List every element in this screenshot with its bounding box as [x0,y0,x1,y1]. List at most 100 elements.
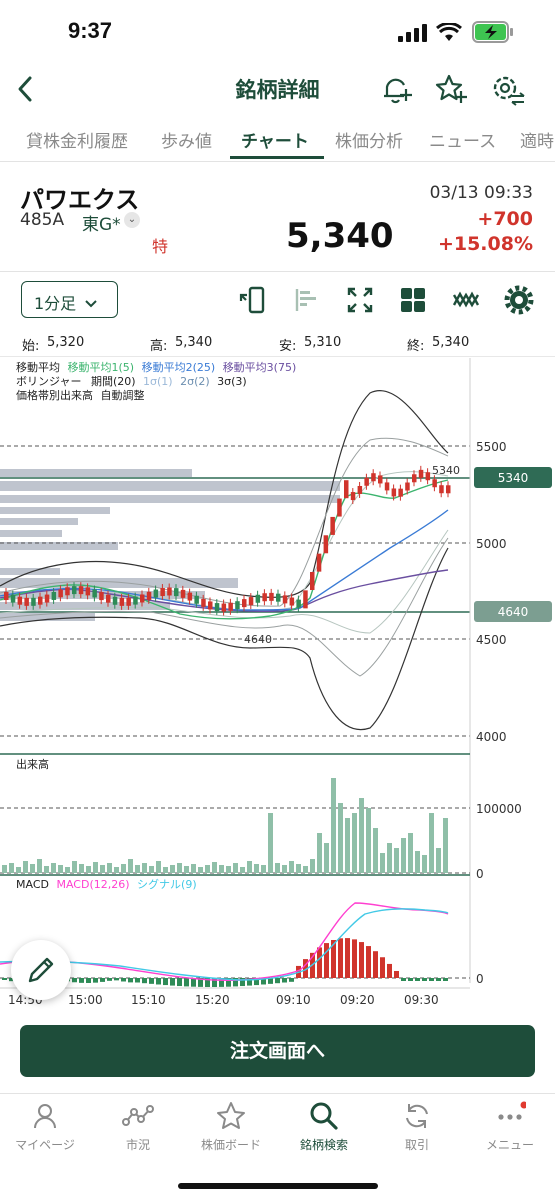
open-label: 始: [22,339,40,354]
special-mark: 特 [152,237,169,256]
back-chevron-icon[interactable] [14,74,38,104]
indicator-icon[interactable] [451,285,481,315]
macd-histogram-bar [352,939,357,978]
divider [0,271,555,272]
search-icon [310,1102,338,1130]
bell-add-icon[interactable] [380,72,414,106]
nav-trade[interactable]: 取引 [372,1100,462,1153]
candle [344,480,349,499]
candle [337,498,342,517]
macd-histogram-bar [107,978,112,981]
volume-bars [2,778,448,873]
macd-histogram-bar [268,978,273,984]
time-label: 09:10 [276,993,311,1007]
tab-chart[interactable]: チャート [241,132,309,152]
signal-line [0,908,449,981]
nav-mypage[interactable]: マイページ [0,1100,90,1153]
stock-market: 東G* [82,215,121,235]
candle [269,588,274,605]
volume-bar [93,862,98,873]
nav-stock-board[interactable]: 株価ボード [186,1100,276,1153]
nav-label: 株価ボード [200,1138,261,1152]
candle [119,593,125,610]
candle [330,516,335,535]
candle [446,481,451,498]
candle [255,590,261,607]
candle [208,597,213,614]
low-value: 5,310 [304,335,342,350]
candle [38,592,43,609]
volume-bar [373,828,378,873]
macd-histogram-bar [373,951,378,978]
macd-histogram-bar [149,978,154,984]
volume-bar [429,813,434,873]
chevron-down-icon[interactable]: ⌄ [124,212,140,228]
rotate-screen-icon[interactable] [238,285,268,315]
candle [425,468,431,485]
nav-stock-search[interactable]: 銘柄検索 [279,1100,369,1153]
candle [106,590,111,607]
drawing-tool-button[interactable] [11,940,71,1000]
nav-label: 銘柄検索 [299,1138,348,1152]
macd-histogram-bar [226,978,231,987]
timeframe-select[interactable]: 1分足 [21,281,118,318]
macd-tick-0: 0 [476,972,484,986]
volume-bar [184,866,189,873]
bb-legend-title: ボリンジャー [16,375,82,388]
order-screen-button[interactable]: 注文画面へ [20,1025,535,1077]
volume-bar [23,861,28,873]
candle [391,484,397,501]
candle [405,478,410,495]
divider [0,356,555,357]
volume-bar [212,862,217,873]
candle [78,582,84,599]
volume-tick-100000: 100000 [476,802,522,816]
volume-bar [51,863,56,873]
tab-lending-rate-history[interactable]: 貸株金利履歴 [26,132,128,152]
price-datetime: 03/13 09:33 [429,183,533,203]
bb-sigma1: 1σ(1) [143,375,173,388]
macd-histogram-bar [387,963,392,978]
ma2-line [0,509,449,611]
chevron-down-icon [85,300,97,308]
tab-news[interactable]: ニュース [429,132,497,152]
notification-dot [520,1101,526,1109]
volume-bar [170,865,175,873]
candle [85,583,91,600]
tab-stock-analysis[interactable]: 株価分析 [335,132,403,152]
candle [214,599,220,616]
volume-bar [338,803,343,873]
more-icon [498,1101,526,1120]
macd-histogram-bar [338,938,343,978]
candle [51,587,57,604]
layout-grid-icon[interactable] [398,285,428,315]
nav-market[interactable]: 市況 [93,1100,183,1153]
person-icon [34,1104,56,1129]
candle [65,583,70,600]
fullscreen-icon[interactable] [345,285,375,315]
chart-settings-gear-icon[interactable] [504,285,534,315]
nav-label: 市況 [125,1138,150,1152]
macd-histogram-bar [72,978,77,983]
candle [432,475,437,492]
open-value: 5,320 [47,335,85,350]
vp-legend-title: 価格帯別出来高 [16,389,93,402]
price-chart[interactable]: 5500 5000 4500 4000 5340 4640 5340 4640 … [0,358,555,1010]
candle [378,471,383,488]
tab-time-and-sales[interactable]: 歩み値 [161,132,212,152]
settings-icon[interactable] [489,72,527,106]
tab-timely-disclosure[interactable]: 適時 [520,132,554,152]
macd-histogram-bar [282,978,287,983]
volume-bar [156,861,161,873]
volume-bar [359,798,364,873]
price-levels-icon[interactable] [292,285,322,315]
macd-histogram-bar [79,978,84,983]
nav-menu[interactable]: メニュー [465,1100,555,1153]
volume-bar [240,867,245,873]
ma1-line [0,479,449,620]
page-title: 銘柄詳細 [235,78,320,102]
volume-bar [394,848,399,873]
volume-bar [100,865,105,873]
favorite-add-icon[interactable] [434,72,468,106]
volume-bar [331,778,336,873]
